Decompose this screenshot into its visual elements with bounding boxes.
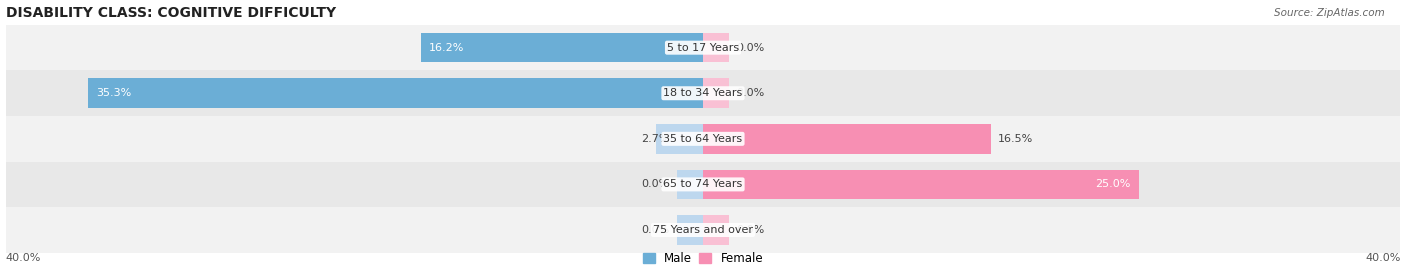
Text: 0.0%: 0.0% xyxy=(737,225,765,235)
Bar xyxy=(6,116,1400,162)
Bar xyxy=(6,162,1400,207)
Text: 35 to 64 Years: 35 to 64 Years xyxy=(664,134,742,144)
Text: 18 to 34 Years: 18 to 34 Years xyxy=(664,88,742,98)
Legend: Male, Female: Male, Female xyxy=(643,252,763,265)
Bar xyxy=(703,33,730,62)
Text: 0.0%: 0.0% xyxy=(641,179,669,189)
Text: DISABILITY CLASS: COGNITIVE DIFFICULTY: DISABILITY CLASS: COGNITIVE DIFFICULTY xyxy=(6,6,336,20)
Text: 25.0%: 25.0% xyxy=(1095,179,1130,189)
Text: 16.5%: 16.5% xyxy=(998,134,1033,144)
Text: 5 to 17 Years: 5 to 17 Years xyxy=(666,43,740,53)
Bar xyxy=(703,169,1139,199)
Text: 40.0%: 40.0% xyxy=(1365,253,1400,263)
Text: 65 to 74 Years: 65 to 74 Years xyxy=(664,179,742,189)
Text: 75 Years and over: 75 Years and over xyxy=(652,225,754,235)
Bar xyxy=(676,215,703,245)
Text: 0.0%: 0.0% xyxy=(641,225,669,235)
Text: 16.2%: 16.2% xyxy=(429,43,464,53)
Text: 40.0%: 40.0% xyxy=(6,253,41,263)
Bar xyxy=(703,215,730,245)
Text: 0.0%: 0.0% xyxy=(737,43,765,53)
Bar xyxy=(87,79,703,108)
Bar xyxy=(420,33,703,62)
Bar xyxy=(703,124,991,154)
Bar xyxy=(6,25,1400,70)
Bar xyxy=(676,169,703,199)
Text: Source: ZipAtlas.com: Source: ZipAtlas.com xyxy=(1274,8,1385,18)
Text: 2.7%: 2.7% xyxy=(641,134,669,144)
Bar xyxy=(703,79,730,108)
Bar xyxy=(657,124,703,154)
Text: 0.0%: 0.0% xyxy=(737,88,765,98)
Bar xyxy=(6,207,1400,253)
Bar xyxy=(6,70,1400,116)
Text: 35.3%: 35.3% xyxy=(96,88,132,98)
